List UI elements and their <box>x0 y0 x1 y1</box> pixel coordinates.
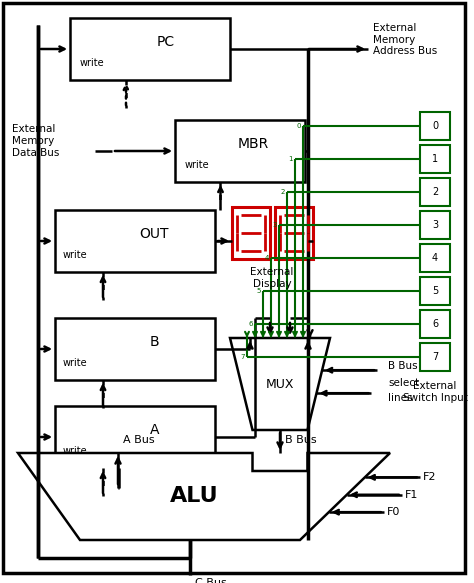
Text: External
Switch Input: External Switch Input <box>402 381 467 403</box>
Text: 4: 4 <box>432 253 438 263</box>
Text: 2: 2 <box>432 187 438 197</box>
Text: ALU: ALU <box>170 486 219 507</box>
Text: PC: PC <box>157 34 175 48</box>
Text: write: write <box>63 357 88 368</box>
Text: 3: 3 <box>273 222 277 228</box>
Text: 6: 6 <box>432 319 438 329</box>
Text: MBR: MBR <box>237 136 269 150</box>
Bar <box>420 211 450 239</box>
Text: 1: 1 <box>432 154 438 164</box>
Text: MUX: MUX <box>266 378 294 391</box>
Bar <box>420 277 450 305</box>
Text: A: A <box>149 423 159 437</box>
Bar <box>55 406 215 468</box>
Text: 5: 5 <box>432 286 438 296</box>
Text: 1: 1 <box>289 156 293 162</box>
Text: write: write <box>185 160 210 170</box>
Bar <box>232 207 270 259</box>
Text: B Bus: B Bus <box>285 435 317 445</box>
Text: 5: 5 <box>256 288 261 294</box>
Text: 0: 0 <box>297 123 301 129</box>
Bar <box>55 318 215 380</box>
Text: lines: lines <box>388 393 412 403</box>
Text: A Bus: A Bus <box>123 435 155 445</box>
Text: External
Memory
Address Bus: External Memory Address Bus <box>373 23 437 56</box>
Text: 3: 3 <box>432 220 438 230</box>
Bar <box>420 178 450 206</box>
Text: 4: 4 <box>264 255 269 261</box>
Bar <box>420 112 450 140</box>
Text: B: B <box>149 335 159 349</box>
Text: External
Memory
Data Bus: External Memory Data Bus <box>12 124 59 157</box>
Bar <box>175 120 305 182</box>
Text: 6: 6 <box>248 321 253 327</box>
Bar <box>275 207 313 259</box>
Text: select: select <box>388 378 419 388</box>
Text: External
Display: External Display <box>250 267 294 289</box>
Text: F0: F0 <box>387 507 400 517</box>
Text: 7: 7 <box>432 352 438 362</box>
Text: write: write <box>63 445 88 456</box>
Text: write: write <box>80 58 105 68</box>
Bar <box>420 310 450 338</box>
Bar <box>420 145 450 173</box>
Bar <box>420 244 450 272</box>
Text: F2: F2 <box>423 472 436 482</box>
Bar <box>70 18 230 80</box>
Polygon shape <box>18 453 390 540</box>
Text: C Bus: C Bus <box>195 578 227 583</box>
Text: 2: 2 <box>281 189 285 195</box>
Bar <box>55 210 215 272</box>
Text: 7: 7 <box>240 354 245 360</box>
Text: B Bus: B Bus <box>388 361 418 371</box>
Text: write: write <box>63 250 88 259</box>
Text: 0: 0 <box>432 121 438 131</box>
Text: OUT: OUT <box>139 227 169 241</box>
Text: F1: F1 <box>405 490 418 500</box>
Polygon shape <box>230 338 330 430</box>
Bar <box>420 343 450 371</box>
